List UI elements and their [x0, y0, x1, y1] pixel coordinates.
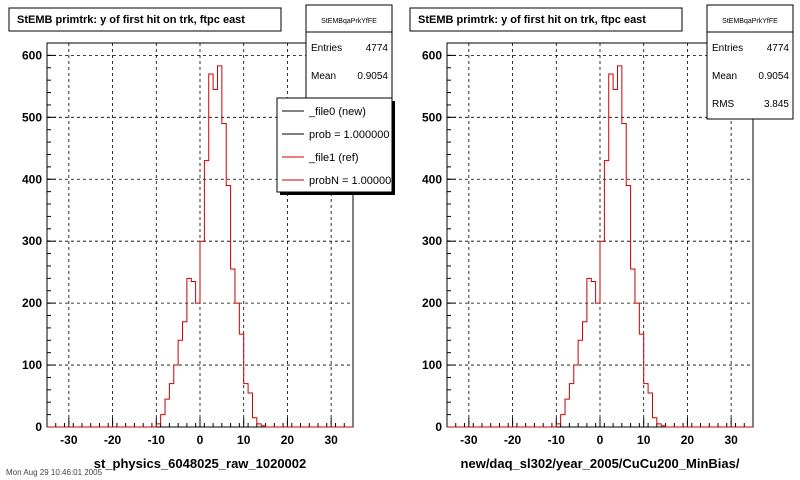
chart-title: StEMB primtrk: y of first hit on trk, ft… — [418, 14, 646, 26]
x-tick-label: -30 — [60, 433, 78, 447]
y-tick-label: 400 — [422, 172, 442, 186]
x-tick-label: 20 — [681, 433, 695, 447]
stats-entries-label: Entries — [712, 43, 743, 54]
y-tick-label: 200 — [422, 296, 442, 310]
x-tick-label: -20 — [104, 433, 122, 447]
x-tick-label: 10 — [237, 433, 251, 447]
y-tick-label: 0 — [435, 420, 442, 434]
y-tick-label: 200 — [22, 296, 42, 310]
y-tick-label: 300 — [22, 234, 42, 248]
stats-entries-value: 4774 — [767, 43, 790, 54]
y-tick-label: 500 — [22, 110, 42, 124]
legend-entry-label: probN = 1.000000 — [309, 175, 397, 187]
stats-entries-label: Entries — [311, 43, 342, 54]
title-box — [8, 7, 282, 32]
x-tick-label: -20 — [504, 433, 522, 447]
stats-entries-value: 4774 — [366, 43, 389, 54]
y-tick-label: 600 — [22, 48, 42, 62]
x-tick-label: 20 — [281, 433, 295, 447]
y-tick-label: 300 — [422, 234, 442, 248]
y-tick-label: 600 — [422, 48, 442, 62]
histogram-series — [447, 65, 753, 428]
title-box — [409, 7, 683, 32]
x-tick-label: -10 — [548, 433, 566, 447]
histogram-panel-2: -30 -20 -10 0 10 20 300100200300400500600new/d… — [409, 4, 794, 471]
x-axis-label: new/daq_sl302/year_2005/CuCu200_MinBias/ — [461, 456, 740, 471]
stats-mean-value: 0.9054 — [758, 71, 789, 82]
histogram-panel-1: -30 -20 -10 0 10 20 300100200300400500600st_ph… — [8, 4, 397, 471]
x-tick-label: 30 — [724, 433, 738, 447]
stats-rms-label: RMS — [712, 99, 735, 110]
stats-box — [706, 4, 794, 120]
x-tick-label: 30 — [324, 433, 338, 447]
y-tick-label: 500 — [422, 110, 442, 124]
stats-mean-label: Mean — [311, 71, 336, 82]
y-tick-label: 100 — [422, 358, 442, 372]
stats-rms-value: 3.845 — [764, 99, 789, 110]
x-tick-label: 10 — [637, 433, 651, 447]
stats-mean-label: Mean — [712, 71, 737, 82]
legend-entry-label: _file1 (ref) — [308, 152, 359, 164]
x-tick-label: -30 — [460, 433, 478, 447]
y-tick-label: 0 — [35, 420, 42, 434]
y-tick-label: 400 — [22, 172, 42, 186]
legend-entries: _file0 (new) prob = 1.000000 _file1 (ref) p… — [282, 106, 397, 187]
stats-mean-value: 0.9054 — [357, 71, 388, 82]
x-tick-label: -10 — [148, 433, 166, 447]
footer-timestamp: Mon Aug 29 10:46:01 2005 — [6, 468, 103, 477]
legend-box — [276, 97, 393, 193]
x-tick-label: 0 — [197, 433, 204, 447]
chart-title: StEMB primtrk: y of first hit on trk, ft… — [17, 14, 245, 26]
x-tick-label: 0 — [597, 433, 604, 447]
x-axis-label: st_physics_6048025_raw_1020002 — [94, 456, 307, 471]
histogram-series — [47, 65, 353, 428]
y-tick-label: 100 — [22, 358, 42, 372]
legend-entry-label: _file0 (new) — [308, 106, 366, 118]
stats-name: StEMBqaPrkYfFE — [722, 18, 778, 25]
legend-entry-label: prob = 1.000000 — [309, 129, 389, 141]
stats-name: StEMBqaPrkYfFE — [321, 18, 377, 25]
